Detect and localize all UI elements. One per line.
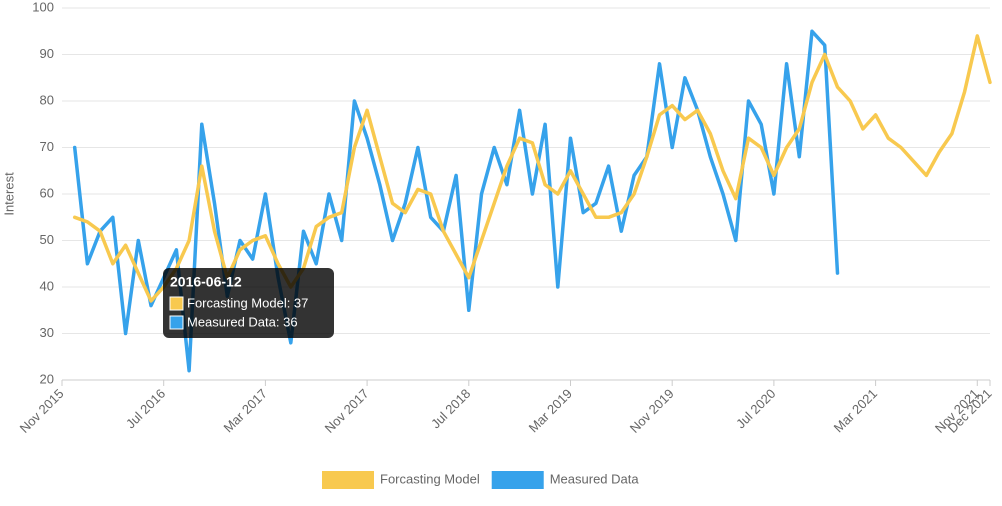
x-tick-label: Mar 2017: [221, 386, 270, 435]
tooltip-title: 2016-06-12: [170, 274, 242, 290]
plot-area: 20 30 40 50 60 70 80 90 100 Nov 2015 Jul 2016 Mar 2…: [17, 0, 995, 436]
y-tick-label: 70: [40, 139, 54, 154]
x-tick-label: Jul 2020: [733, 386, 778, 431]
legend: Forcasting Model Measured Data: [322, 471, 639, 489]
y-tick-label: 30: [40, 325, 54, 340]
y-tick-label: 40: [40, 278, 54, 293]
tooltip-box: [163, 268, 334, 338]
tooltip-swatch: [169, 315, 184, 330]
y-tick-label: 20: [40, 371, 54, 386]
legend-label[interactable]: Forcasting Model: [380, 471, 480, 486]
y-tick-label: 100: [32, 0, 54, 14]
tooltip: 2016-06-12 Forcasting Model: 37 Measured…: [163, 268, 334, 338]
x-tick-label: Jul 2016: [123, 386, 168, 431]
legend-swatch[interactable]: [491, 471, 544, 489]
y-tick-label: 50: [40, 232, 54, 247]
x-tick-label: Jul 2018: [428, 386, 473, 431]
y-tick-label: 60: [40, 185, 54, 200]
y-axis-label: Interest: [1, 172, 16, 216]
x-tick-label: Nov 2019: [627, 386, 677, 436]
tooltip-swatch: [169, 296, 184, 311]
y-tick-label: 90: [40, 46, 54, 61]
x-tick-label: Nov 2017: [322, 386, 372, 436]
x-tick-label: Mar 2019: [526, 386, 575, 435]
tooltip-item: Measured Data: 36: [187, 314, 298, 329]
x-tick-label: Nov 2015: [17, 386, 67, 436]
y-tick-label: 80: [40, 92, 54, 107]
legend-label[interactable]: Measured Data: [550, 471, 640, 486]
legend-swatch[interactable]: [322, 471, 374, 489]
series-line: [72, 34, 992, 303]
x-tick-label: Mar 2021: [831, 386, 880, 435]
tooltip-item: Forcasting Model: 37: [187, 295, 308, 310]
series-line: [72, 29, 840, 373]
